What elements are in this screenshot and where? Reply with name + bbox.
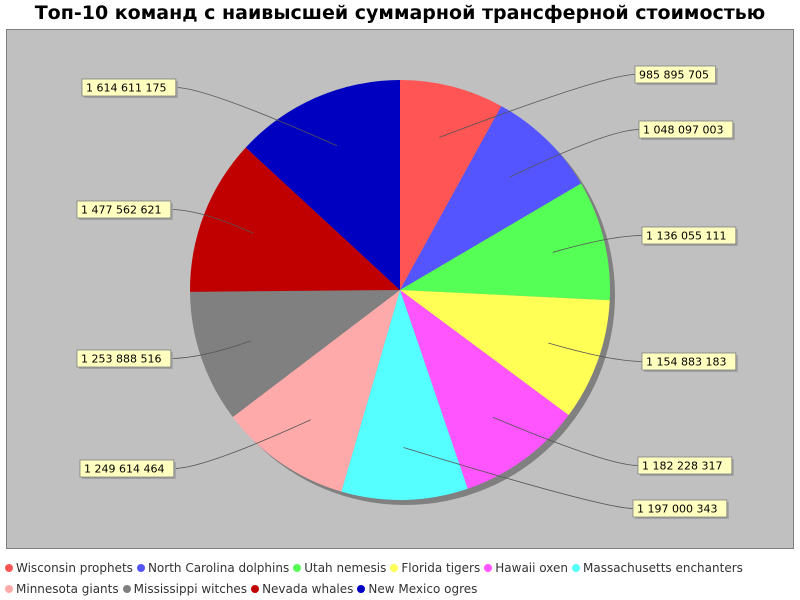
- legend-item: Nevada whales: [251, 579, 353, 600]
- legend-swatch: [5, 564, 13, 572]
- leader-line: [548, 342, 643, 362]
- legend-swatch: [5, 585, 13, 593]
- legend-item: New Mexico ogres: [357, 579, 477, 600]
- legend-label: Mississippi witches: [133, 582, 248, 596]
- legend-item: Hawaii oxen: [484, 558, 568, 579]
- legend-item: Florida tigers: [390, 558, 480, 579]
- value-label-box: [81, 78, 177, 97]
- leader-line: [170, 340, 252, 359]
- pie-slice: [190, 290, 400, 417]
- pie-slice: [400, 290, 610, 416]
- plot-area: 985 895 705 1 048 097 003 1 136 055 111 1 1…: [6, 29, 794, 549]
- legend-swatch: [390, 564, 399, 572]
- legend-swatch: [484, 564, 493, 572]
- leader-line: [173, 419, 311, 469]
- pie-slice: [400, 80, 502, 290]
- legend-label: New Mexico ogres: [368, 582, 478, 596]
- value-label: 1 477 562 621: [81, 204, 161, 217]
- pie-slice: [400, 183, 610, 301]
- value-label-box: [79, 459, 175, 478]
- legend-item: Wisconsin prophets: [5, 558, 133, 579]
- legend-label: North Carolina dolphins: [147, 561, 290, 575]
- leader-line: [170, 209, 254, 234]
- chart-title: Топ-10 команд с наивысшей суммарной тран…: [34, 2, 766, 24]
- legend-swatch: [571, 564, 580, 572]
- pie-slice: [400, 106, 581, 290]
- pie-slice: [190, 147, 400, 292]
- pie-chart: 985 895 705 1 048 097 003 1 136 055 111 1 1…: [76, 65, 738, 519]
- leader-line: [492, 416, 639, 466]
- value-label-box: [76, 200, 172, 219]
- pie-slice: [245, 79, 400, 290]
- leader-line: [403, 447, 634, 509]
- legend-label: Florida tigers: [401, 561, 481, 575]
- value-label-box: [632, 499, 728, 518]
- value-label-box: [638, 120, 734, 139]
- value-label-box: [641, 352, 737, 371]
- pie-slice: [400, 290, 569, 489]
- legend-swatch: [136, 564, 145, 572]
- legend-label: Utah nemesis: [304, 561, 387, 575]
- value-label: 1 154 883 183: [646, 356, 726, 369]
- legend-label: Massachusetts enchanters: [582, 561, 743, 575]
- value-label: 1 249 614 464: [84, 463, 164, 476]
- legend-swatch: [293, 564, 302, 572]
- value-label: 1 136 055 111: [646, 230, 726, 243]
- value-label: 1 048 097 003: [643, 124, 723, 137]
- value-label: 1 253 888 516: [81, 353, 161, 366]
- leader-line: [439, 74, 636, 138]
- legend-swatch: [122, 585, 131, 593]
- value-label-box: [634, 65, 716, 84]
- legend-label: Nevada whales: [262, 582, 354, 596]
- legend-item: Mississippi witches: [122, 579, 248, 600]
- legend: Wisconsin prophets North Carolina dolphin…: [5, 558, 795, 600]
- leader-line: [175, 87, 338, 147]
- value-label-box: [76, 349, 172, 368]
- leader-line: [552, 235, 643, 253]
- value-label: 1 182 228 317: [642, 460, 722, 473]
- legend-swatch: [251, 585, 260, 593]
- legend-label: Minnesota giants: [16, 582, 119, 596]
- legend-item: Minnesota giants: [5, 579, 119, 600]
- pie-slice: [341, 290, 468, 501]
- legend-item: Utah nemesis: [293, 558, 386, 579]
- pie-slice: [232, 290, 400, 492]
- value-label-box: [641, 226, 737, 245]
- value-label: 1 197 000 343: [637, 503, 717, 516]
- value-label: 985 895 705: [639, 69, 709, 82]
- legend-item: North Carolina dolphins: [136, 558, 290, 579]
- legend-label: Wisconsin prophets: [16, 561, 133, 575]
- value-label: 1 614 611 175: [86, 82, 166, 95]
- value-label-box: [637, 456, 733, 475]
- legend-item: Massachusetts enchanters: [571, 558, 743, 579]
- legend-label: Hawaii oxen: [495, 561, 568, 575]
- legend-swatch: [357, 585, 366, 593]
- leader-line: [509, 129, 640, 178]
